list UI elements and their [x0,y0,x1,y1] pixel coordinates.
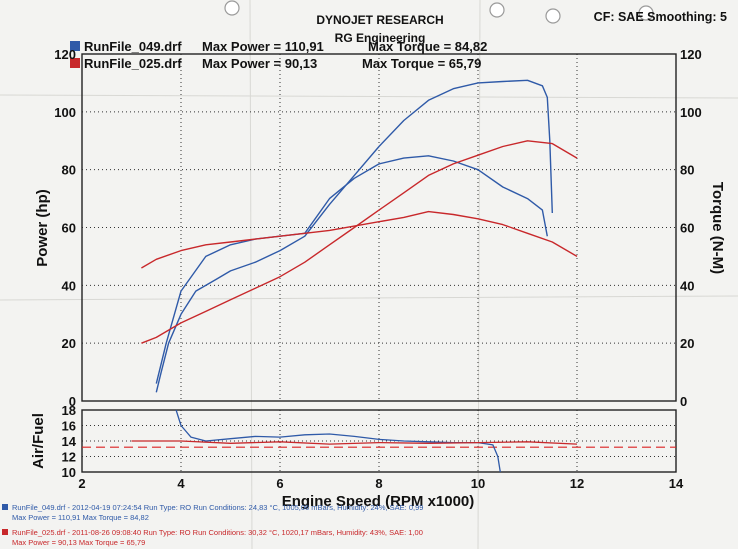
legend-swatch-1 [70,41,80,51]
main-chart-frame [81,53,677,402]
torque-tick-0: 0 [680,394,687,409]
torque-axis-ticks: 0 20 40 60 80 100 120 [680,47,702,409]
power-tick-0: 0 [69,394,76,409]
legend-torque-1: Max Torque = 84,82 [368,39,487,54]
torque-tick-3: 60 [680,221,694,236]
series-line-0 [155,79,553,393]
legend-swatch-2 [70,58,80,68]
power-tick-5: 100 [54,105,76,120]
airfuel-tick-3: 16 [62,419,76,434]
legend-power-1: Max Power = 110,91 [202,39,324,54]
airfuel-tick-2: 14 [62,434,77,449]
legend-power-2: Max Power = 90,13 [202,56,317,71]
rpm-tick-4: 10 [471,476,485,491]
rpm-axis-ticks: 2 4 6 8 10 12 14 [78,476,684,491]
rpm-tick-3: 8 [375,476,382,491]
run-footer: RunFile_049.drf - 2012-04-19 07:24:54 Ru… [2,503,423,547]
series-line-2 [141,140,578,344]
legend-torque-2: Max Torque = 65,79 [362,56,481,71]
footer-line-2a: RunFile_025.drf - 2011-08-26 09:08:40 Ru… [12,528,423,537]
main-grid [82,54,676,401]
power-tick-6: 120 [54,47,76,62]
rpm-tick-2: 6 [276,476,283,491]
hole-1 [224,0,240,16]
rpm-axis-title: Engine Speed (RPM x1000) [282,493,475,510]
torque-tick-1: 20 [680,336,694,351]
airfuel-tick-4: 18 [62,403,76,418]
rpm-tick-1: 4 [177,476,185,491]
hole-4 [638,5,654,21]
airfuel-series [131,409,578,473]
power-tick-1: 20 [62,336,76,351]
torque-axis-title: Torque (N-M) [709,182,726,274]
power-axis-title: Power (hp) [34,189,51,267]
power-tick-3: 60 [62,221,76,236]
power-axis-ticks: 0 20 40 60 80 100 120 [54,47,76,409]
legend: RunFile_049.drf Max Power = 110,91 Max T… [70,39,487,71]
chart-subtitle: RG Engineering [335,31,426,45]
torque-tick-4: 80 [680,163,694,178]
hole-3 [545,8,561,24]
airfuel-line-1 [131,440,578,445]
binder-holes [224,0,654,24]
airfuel-tick-0: 10 [62,465,76,480]
torque-tick-6: 120 [680,47,702,62]
footer-swatch-2 [2,529,8,535]
footer-line-1b: Max Power = 110,91 Max Torque = 84,82 [12,513,149,522]
footer-line-2b: Max Power = 90,13 Max Torque = 65,79 [12,538,145,547]
airfuel-axis-title: Air/Fuel [30,413,47,469]
chart-title: DYNOJET RESEARCH [316,13,443,27]
main-chart: 0 20 40 60 80 100 120 0 20 40 60 80 100 120 Power (h… [34,47,726,409]
hole-2 [489,2,505,18]
torque-tick-2: 40 [680,278,694,293]
legend-file-1: RunFile_049.drf [84,39,182,54]
airfuel-chart-frame [81,409,677,473]
rpm-tick-5: 12 [570,476,584,491]
footer-swatch-1 [2,504,8,510]
rpm-tick-0: 2 [78,476,85,491]
main-series [141,79,578,393]
series-line-3 [141,210,578,269]
torque-tick-5: 100 [680,105,702,120]
settings-label: CF: SAE Smoothing: 5 [594,10,727,24]
rpm-tick-6: 14 [669,476,684,491]
footer-line-1a: RunFile_049.drf - 2012-04-19 07:24:54 Ru… [12,503,423,512]
legend-file-2: RunFile_025.drf [84,56,182,71]
power-tick-2: 40 [62,278,76,293]
airfuel-tick-1: 12 [62,450,76,465]
airfuel-grid [82,410,676,472]
power-tick-4: 80 [62,163,76,178]
series-line-1 [155,155,548,384]
